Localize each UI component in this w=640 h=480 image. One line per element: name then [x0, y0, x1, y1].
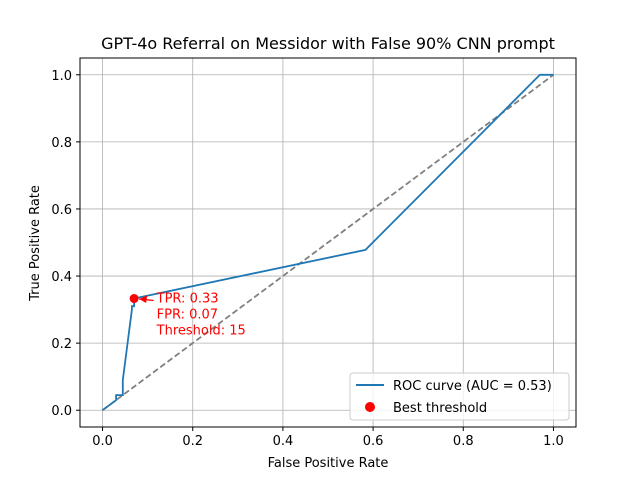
- legend-best-label: Best threshold: [393, 401, 487, 416]
- series-layer: [101, 73, 555, 411]
- x-tick-label: 0.4: [273, 434, 294, 449]
- y-tick-label: 0.6: [51, 203, 72, 218]
- y-tick-label: 0.8: [51, 136, 72, 151]
- y-tick-label: 1.0: [51, 69, 72, 84]
- chart-title: GPT-4o Referral on Messidor with False 9…: [101, 34, 555, 53]
- y-tick-label: 0.4: [51, 270, 72, 285]
- x-tick-label: 0.6: [363, 434, 384, 449]
- ticks: 0.0 0.2 0.4 0.6 0.8 1.0 0.0 0.2 0.4 0.6 0.8 1.0: [51, 69, 563, 449]
- y-axis-label: True Positive Rate: [28, 185, 43, 302]
- annotation-line: TPR: 0.33: [156, 292, 219, 307]
- legend: ROC curve (AUC = 0.53) Best threshold: [349, 372, 570, 421]
- annotation-line: Threshold: 15: [156, 324, 246, 339]
- legend-roc-label: ROC curve (AUC = 0.53): [393, 379, 552, 394]
- best-threshold-point: [129, 294, 139, 304]
- annotation-arrowhead: [139, 295, 148, 304]
- legend-best-swatch: [365, 402, 375, 412]
- y-tick-label: 0.2: [51, 337, 72, 352]
- chance-diagonal-line: [101, 74, 555, 411]
- annotation-line: FPR: 0.07: [157, 308, 218, 323]
- x-axis-label: False Positive Rate: [268, 456, 389, 471]
- legend-box: [349, 372, 570, 421]
- x-tick-label: 0.8: [453, 434, 474, 449]
- y-tick-label: 0.0: [51, 404, 72, 419]
- roc-curve-line: [101, 73, 554, 411]
- x-tick-label: 1.0: [543, 434, 564, 449]
- plot-frame: [79, 57, 577, 428]
- x-tick-label: 0.0: [92, 434, 113, 449]
- grid: [80, 58, 576, 427]
- x-tick-label: 0.2: [182, 434, 203, 449]
